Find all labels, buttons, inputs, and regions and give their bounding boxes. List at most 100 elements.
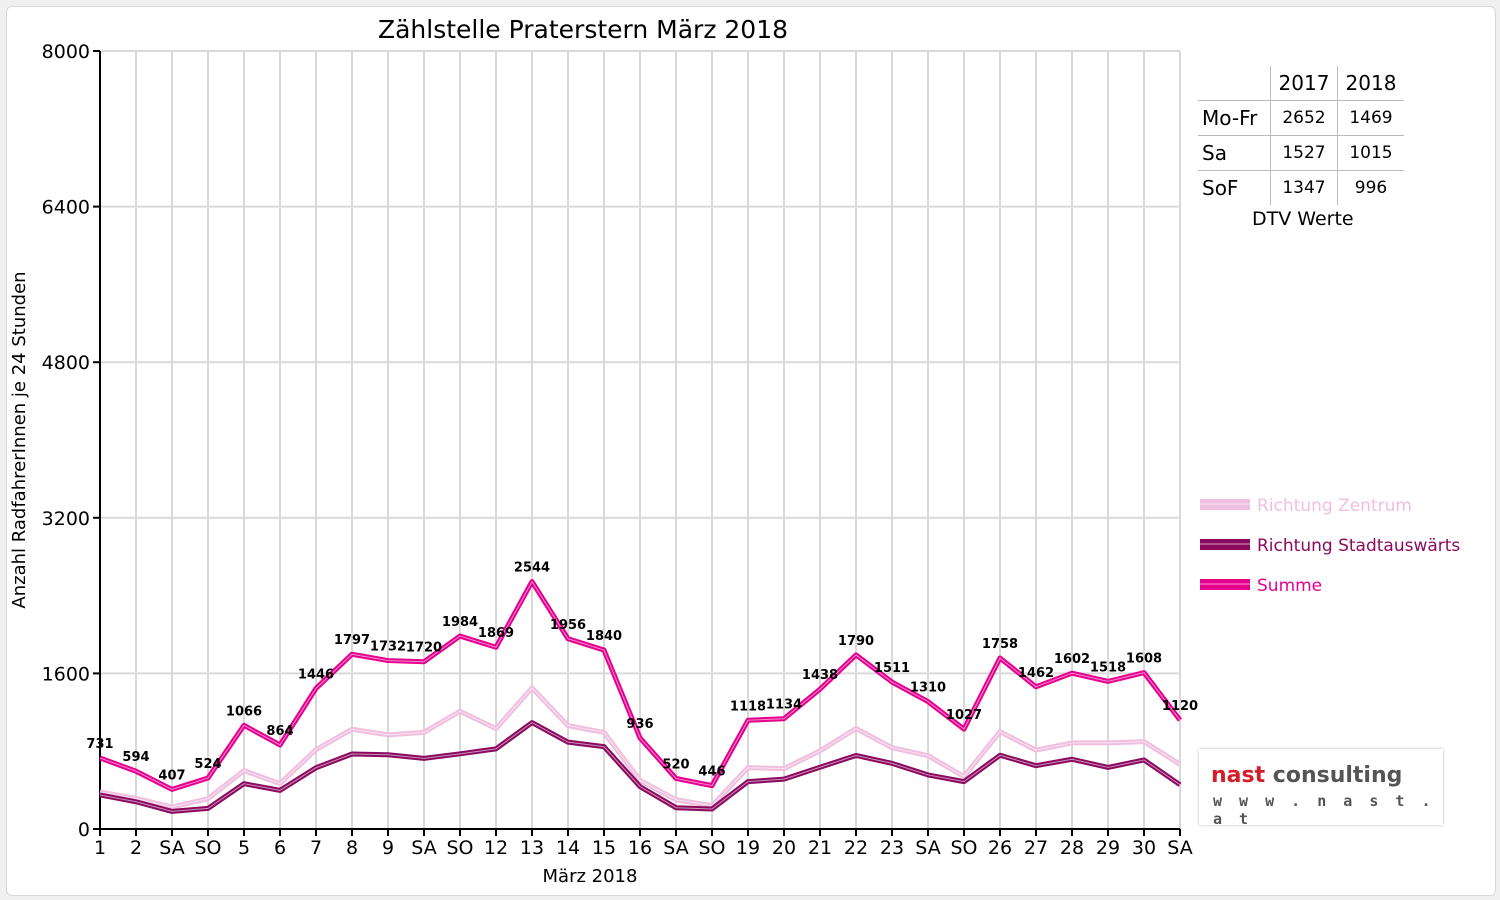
x-tick-label: 30 <box>1132 837 1156 859</box>
y-tick-label: 3200 <box>42 508 90 530</box>
richtung-stadtausw-rts-line-highlight <box>99 722 1181 812</box>
table-corner <box>1198 66 1271 101</box>
x-tick-label: SO <box>698 837 725 859</box>
x-tick-label: SA <box>663 837 688 859</box>
x-tick-label: 22 <box>844 837 868 859</box>
data-label: 1134 <box>766 698 802 713</box>
data-label: 1118 <box>730 699 766 714</box>
table-cell: 1015 <box>1337 135 1404 171</box>
data-label: 407 <box>158 768 185 783</box>
data-label: 1758 <box>982 637 1018 652</box>
table-header-year-1: 2017 <box>1270 66 1338 101</box>
logo-brand-part1: nast <box>1211 763 1266 788</box>
data-label: 1518 <box>1090 660 1126 675</box>
data-label: 520 <box>662 757 689 772</box>
logo-brand-part2: consulting <box>1272 763 1403 788</box>
chart-title: Zählstelle Praterstern März 2018 <box>378 15 788 44</box>
data-label: 936 <box>626 717 653 732</box>
y-tick-label: 0 <box>78 819 90 841</box>
table-cell: 1527 <box>1270 135 1338 171</box>
y-tick-label: 4800 <box>42 352 90 374</box>
x-tick-label: 6 <box>274 837 286 859</box>
x-tick-label: 19 <box>736 837 760 859</box>
data-label: 1602 <box>1054 652 1090 667</box>
x-tick-label: 8 <box>346 837 358 859</box>
table-cell: 996 <box>1337 170 1404 205</box>
data-label: 1720 <box>406 641 442 656</box>
x-tick-label: 26 <box>988 837 1012 859</box>
x-tick-label: SA <box>915 837 940 859</box>
x-tick-label: 7 <box>310 837 322 859</box>
table-row: Mo-Fr 2652 1469 <box>1198 100 1404 136</box>
x-tick-label: 28 <box>1060 837 1084 859</box>
legend-label: Richtung Stadtauswärts <box>1257 536 1460 556</box>
x-tick-label: SO <box>446 837 473 859</box>
x-tick-label: 15 <box>592 837 616 859</box>
legend-label: Summe <box>1257 576 1322 596</box>
y-axis-label: Anzahl RadfahrerInnen je 24 Stunden <box>9 271 30 608</box>
data-label: 1732 <box>370 640 406 655</box>
x-tick-label: SA <box>159 837 184 859</box>
x-axis-label: März 2018 <box>543 866 638 887</box>
x-tick-label: 2 <box>130 837 142 859</box>
logo-wordmark: nast consulting <box>1211 763 1402 788</box>
x-tick-label: 29 <box>1096 837 1120 859</box>
y-tick-label: 6400 <box>42 197 90 219</box>
dtv-caption: DTV Werte <box>1252 208 1354 230</box>
x-tick-label: 14 <box>556 837 580 859</box>
x-tick-label: 13 <box>520 837 544 859</box>
data-label: 524 <box>194 757 221 772</box>
data-label: 1797 <box>334 633 370 648</box>
table-row: SoF 1347 996 <box>1198 170 1404 205</box>
logo-url: w w w . n a s t . a t <box>1213 792 1435 828</box>
table-row-label: Sa <box>1198 135 1271 171</box>
data-label: 1027 <box>946 708 982 723</box>
x-tick-label: 9 <box>382 837 394 859</box>
x-tick-label: 5 <box>238 837 250 859</box>
data-label: 1608 <box>1126 652 1162 667</box>
data-label: 2544 <box>514 561 550 576</box>
data-label: 1310 <box>910 681 946 696</box>
data-label: 1840 <box>586 629 622 644</box>
table-cell: 1469 <box>1337 100 1404 136</box>
table-cell: 2652 <box>1270 100 1338 136</box>
richtung-zentrum-line-highlight <box>99 687 1181 808</box>
series-lines <box>99 579 1182 814</box>
x-tick-label: 27 <box>1024 837 1048 859</box>
x-tick-label: 23 <box>880 837 904 859</box>
data-label: 1956 <box>550 618 586 633</box>
dtv-table: 2017 2018 Mo-Fr 2652 1469 Sa 1527 1015 S… <box>1198 66 1404 205</box>
data-label: 1462 <box>1018 666 1054 681</box>
x-tick-label: SO <box>950 837 977 859</box>
x-tick-label: 12 <box>484 837 508 859</box>
table-cell: 1347 <box>1270 170 1338 205</box>
data-label: 1066 <box>226 704 262 719</box>
x-tick-label: SA <box>1167 837 1192 859</box>
x-tick-label: 1 <box>94 837 106 859</box>
data-label: 1869 <box>478 626 514 641</box>
data-label: 731 <box>86 737 113 752</box>
table-row: Sa 1527 1015 <box>1198 135 1404 171</box>
x-tick-label: 16 <box>628 837 652 859</box>
legend-label: Richtung Zentrum <box>1257 496 1412 516</box>
data-label: 1446 <box>298 667 334 682</box>
data-label: 1438 <box>802 668 838 683</box>
y-tick-label: 8000 <box>42 41 90 63</box>
x-tick-label: 21 <box>808 837 832 859</box>
data-label: 1790 <box>838 634 874 649</box>
table-row-label: Mo-Fr <box>1198 100 1271 136</box>
x-tick-label: 20 <box>772 837 796 859</box>
data-label: 1120 <box>1162 699 1198 714</box>
legend: Richtung Zentrum Richtung Stadtauswärts Su… <box>1200 496 1460 596</box>
data-label: 446 <box>698 765 725 780</box>
company-logo: nast consulting w w w . n a s t . a t <box>1199 749 1443 828</box>
data-label: 594 <box>122 750 149 765</box>
data-label: 1984 <box>442 615 478 630</box>
y-tick-label: 1600 <box>42 663 90 685</box>
data-label: 1511 <box>874 661 910 676</box>
data-label: 864 <box>266 724 293 739</box>
table-header-year-2: 2018 <box>1337 66 1404 101</box>
